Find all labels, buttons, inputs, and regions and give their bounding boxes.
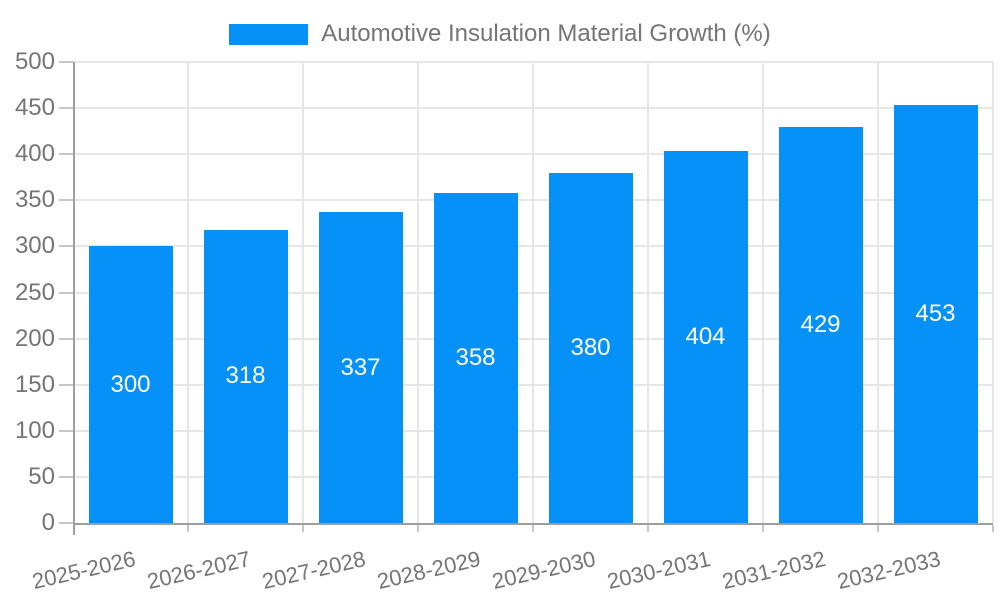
y-tick-mark [59, 199, 73, 202]
x-tick-mark [992, 525, 994, 532]
x-axis-tick-label: 2030-2031 [604, 546, 714, 595]
bar-value-label: 318 [225, 362, 266, 390]
legend-swatch-icon [229, 23, 309, 45]
x-axis-line [73, 523, 993, 525]
bar[interactable]: 429 [778, 127, 863, 523]
y-tick-mark [59, 153, 73, 156]
y-axis-tick-label: 350 [14, 186, 55, 214]
y-axis-tick-label: 450 [14, 94, 55, 122]
y-tick-mark [59, 245, 73, 248]
x-gridline [417, 62, 419, 523]
x-gridline [992, 62, 994, 523]
legend-label: Automotive Insulation Material Growth (%… [321, 20, 771, 47]
x-axis-tick-label: 2028-2029 [374, 546, 484, 595]
y-tick-mark [59, 291, 73, 294]
bar[interactable]: 380 [548, 172, 633, 523]
x-gridline [302, 62, 304, 523]
x-tick-mark [877, 525, 879, 532]
bar-value-label: 453 [915, 300, 956, 328]
x-axis-tick-label: 2026-2027 [144, 546, 254, 595]
y-axis-tick-label: 0 [41, 509, 55, 536]
x-axis-tick-label: 2029-2030 [489, 546, 599, 595]
x-tick-mark [532, 525, 534, 532]
bar-value-label: 358 [455, 343, 496, 371]
y-axis-tick-label: 200 [14, 324, 55, 352]
x-axis-tick-label: 2031-2032 [719, 546, 829, 595]
x-gridline [762, 62, 764, 523]
y-tick-mark [59, 522, 73, 524]
y-axis-tick-label: 250 [14, 278, 55, 306]
y-axis-tick-label: 150 [14, 370, 55, 398]
y-axis-tick-label: 300 [14, 232, 55, 260]
bar[interactable]: 337 [318, 212, 403, 523]
bar-value-label: 429 [800, 311, 841, 339]
y-axis-tick-label: 400 [14, 140, 55, 168]
x-axis-tick-label: 2032-2033 [834, 546, 944, 595]
y-tick-mark [59, 383, 73, 386]
legend: Automotive Insulation Material Growth (%… [0, 20, 1000, 48]
y-axis-tick-label: 50 [28, 462, 55, 490]
x-tick-mark [762, 525, 764, 532]
y-tick-mark [59, 475, 73, 478]
y-axis-tick-label: 100 [14, 416, 55, 444]
plot-area: 0 50 100 150 200 250 300 350 400 450 500 300 318 337 3… [15, 50, 994, 594]
x-tick-mark [647, 525, 649, 532]
bar-value-label: 380 [570, 333, 611, 361]
x-tick-mark [187, 525, 189, 532]
y-axis-line [73, 62, 75, 535]
x-gridline [877, 62, 879, 523]
bar[interactable]: 300 [88, 246, 173, 523]
y-tick-mark [59, 337, 73, 340]
bar-value-label: 404 [685, 322, 726, 350]
legend-item[interactable]: Automotive Insulation Material Growth (%… [229, 20, 771, 48]
x-gridline [532, 62, 534, 523]
x-gridline [647, 62, 649, 523]
x-gridline [187, 62, 189, 523]
bar-value-label: 337 [340, 353, 381, 381]
y-tick-mark [59, 61, 73, 63]
y-tick-mark [59, 107, 73, 110]
bar[interactable]: 453 [893, 105, 978, 523]
bar[interactable]: 318 [203, 229, 288, 523]
x-tick-mark [302, 525, 304, 532]
bar[interactable]: 358 [433, 192, 518, 523]
bar-value-label: 300 [110, 370, 151, 398]
bar[interactable]: 404 [663, 150, 748, 523]
y-axis-tick-label: 500 [14, 48, 55, 75]
x-axis-tick-label: 2025-2026 [29, 546, 139, 595]
x-axis-tick-label: 2027-2028 [259, 546, 369, 595]
x-tick-mark [417, 525, 419, 532]
y-tick-mark [59, 429, 73, 432]
